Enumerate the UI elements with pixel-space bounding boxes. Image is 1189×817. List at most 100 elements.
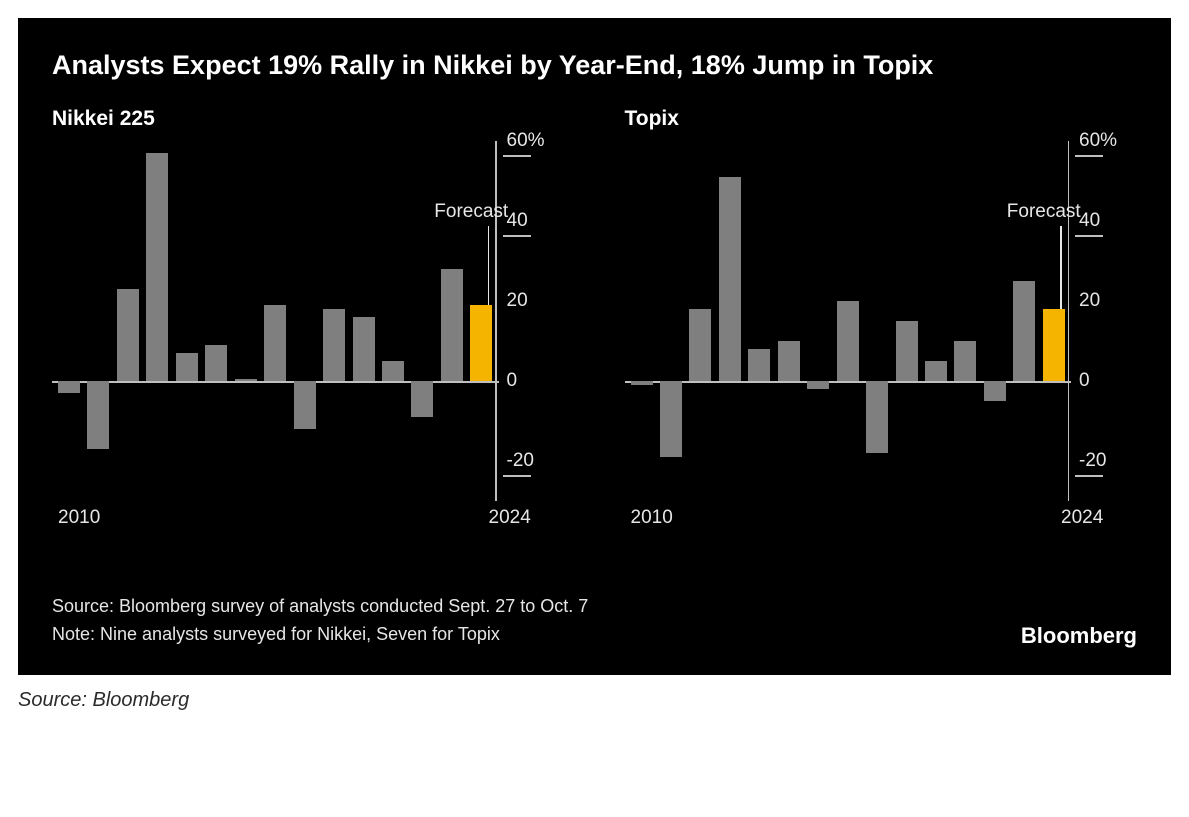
bar <box>631 381 653 385</box>
forecast-leader-line <box>1060 226 1062 309</box>
panel-nikkei: Nikkei 225 Forecast 60%40200-20 20102024 <box>52 107 565 541</box>
bar-slot <box>58 141 80 501</box>
bar <box>896 321 918 381</box>
y-tick-mark <box>1075 235 1103 237</box>
y-tick-label: 60% <box>507 130 545 152</box>
y-tick-label: 0 <box>1079 370 1090 392</box>
bar <box>837 301 859 381</box>
bar <box>205 345 227 381</box>
chart-nikkei: Forecast 60%40200-20 <box>52 141 565 501</box>
headline: Analysts Expect 19% Rally in Nikkei by Y… <box>52 50 1137 81</box>
bar-slot <box>689 141 711 501</box>
plot-area: Forecast <box>625 141 1070 501</box>
bar <box>353 317 375 381</box>
bar-slot <box>925 141 947 501</box>
bar-slot <box>719 141 741 501</box>
bar <box>660 381 682 457</box>
bar-slot <box>294 141 316 501</box>
forecast-leader-line <box>488 226 490 305</box>
x-tick-label: 2024 <box>1061 507 1103 529</box>
bar <box>411 381 433 417</box>
bar-slot <box>411 141 433 501</box>
chart-card: Analysts Expect 19% Rally in Nikkei by Y… <box>18 18 1171 675</box>
bar <box>264 305 286 381</box>
bar-slot <box>470 141 492 501</box>
bar <box>117 289 139 381</box>
footer-text: Source: Bloomberg survey of analysts con… <box>52 593 588 649</box>
y-tick-label: -20 <box>507 450 534 472</box>
bar-slot <box>353 141 375 501</box>
bar <box>984 381 1006 401</box>
y-tick-label: 20 <box>1079 290 1100 312</box>
bar <box>294 381 316 429</box>
brand-label: Bloomberg <box>1021 623 1137 649</box>
bar-slot <box>264 141 286 501</box>
bar <box>925 361 947 381</box>
bar-slot <box>748 141 770 501</box>
bar <box>87 381 109 449</box>
y-axis: 60%40200-20 <box>497 141 565 501</box>
note-line: Note: Nine analysts surveyed for Nikkei,… <box>52 621 588 649</box>
bar <box>1013 281 1035 381</box>
bar-slot <box>87 141 109 501</box>
bar-slot <box>117 141 139 501</box>
bar-slot <box>235 141 257 501</box>
bar-slot <box>631 141 653 501</box>
bar-slot <box>778 141 800 501</box>
panels-row: Nikkei 225 Forecast 60% 40 20 0 -20 2010 2024… <box>52 107 1137 541</box>
bars-container <box>52 141 497 501</box>
bar-slot <box>205 141 227 501</box>
y-tick-label: 60% <box>1079 130 1117 152</box>
bar-slot <box>660 141 682 501</box>
bar <box>441 269 463 381</box>
bar-slot <box>807 141 829 501</box>
y-tick-mark <box>503 475 531 477</box>
x-tick-label: 2024 <box>489 507 531 529</box>
bar <box>323 309 345 381</box>
bar-slot <box>1013 141 1035 501</box>
plot-area: Forecast <box>52 141 497 501</box>
panel-title: Nikkei 225 <box>52 107 565 131</box>
bar <box>719 177 741 381</box>
bar-slot <box>896 141 918 501</box>
card-footer: Source: Bloomberg survey of analysts con… <box>52 593 1137 649</box>
bar-slot <box>984 141 1006 501</box>
bar <box>807 381 829 389</box>
panel-title: Topix <box>625 107 1138 131</box>
y-tick-label: 0 <box>507 370 518 392</box>
bar <box>778 341 800 381</box>
y-tick-label: -20 <box>1079 450 1106 472</box>
bar <box>58 381 80 393</box>
panel-topix: Topix Forecast 60%40200-20 20102024 <box>625 107 1138 541</box>
bar-slot <box>146 141 168 501</box>
source-line: Source: Bloomberg survey of analysts con… <box>52 593 588 621</box>
y-tick-mark <box>503 235 531 237</box>
bar-slot <box>382 141 404 501</box>
bar-slot <box>323 141 345 501</box>
chart-topix: Forecast 60%40200-20 <box>625 141 1138 501</box>
y-axis: 60%40200-20 <box>1069 141 1137 501</box>
x-axis: 2010 2024 <box>625 507 1138 541</box>
x-tick-label: 2010 <box>58 507 100 529</box>
x-axis: 2010 2024 <box>52 507 565 541</box>
y-tick-mark <box>503 155 531 157</box>
outer-source: Source: Bloomberg <box>18 689 1171 712</box>
bar <box>470 305 492 381</box>
bar <box>382 361 404 381</box>
bar <box>235 379 257 381</box>
x-tick-label: 2010 <box>631 507 673 529</box>
y-tick-label: 40 <box>507 210 528 232</box>
y-tick-mark <box>1075 155 1103 157</box>
bar <box>866 381 888 453</box>
bars-container <box>625 141 1070 501</box>
bar <box>146 153 168 381</box>
bar <box>1043 309 1065 381</box>
bar-slot <box>954 141 976 501</box>
y-tick-mark <box>1075 475 1103 477</box>
bar <box>748 349 770 381</box>
bar <box>954 341 976 381</box>
bar <box>176 353 198 381</box>
bar-slot <box>837 141 859 501</box>
bar <box>689 309 711 381</box>
bar-slot <box>1043 141 1065 501</box>
